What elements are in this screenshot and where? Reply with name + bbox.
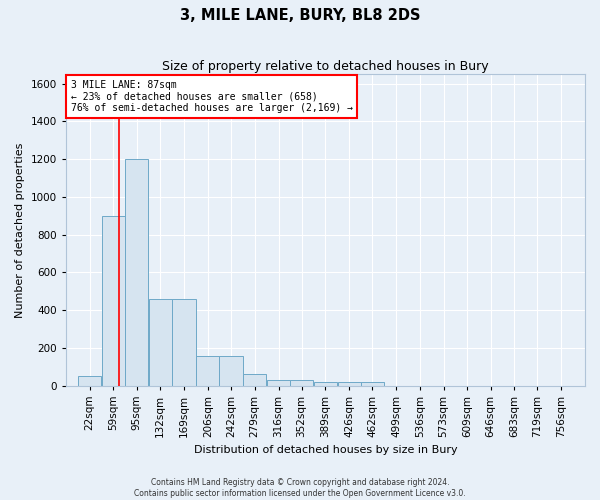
Bar (102, 216, 125, 386)
Title: Size of property relative to detached houses in Bury: Size of property relative to detached ho… (162, 60, 489, 73)
Bar (338, 382, 361, 386)
Bar (220, 356, 242, 386)
Bar (290, 380, 313, 386)
Y-axis label: Number of detached properties: Number of detached properties (15, 142, 25, 318)
Bar (243, 374, 266, 386)
Bar (149, 298, 172, 386)
Text: 3 MILE LANE: 87sqm
← 23% of detached houses are smaller (658)
76% of semi-detach: 3 MILE LANE: 87sqm ← 23% of detached hou… (71, 80, 353, 113)
Bar (196, 356, 220, 386)
X-axis label: Distribution of detached houses by size in Bury: Distribution of detached houses by size … (194, 445, 457, 455)
Bar (172, 298, 196, 386)
Text: 3, MILE LANE, BURY, BL8 2DS: 3, MILE LANE, BURY, BL8 2DS (180, 8, 420, 22)
Bar (267, 380, 290, 386)
Bar (361, 382, 384, 386)
Bar (314, 382, 337, 386)
Text: Contains HM Land Registry data © Crown copyright and database right 2024.
Contai: Contains HM Land Registry data © Crown c… (134, 478, 466, 498)
Bar (78, 376, 101, 386)
Bar (125, 159, 148, 386)
